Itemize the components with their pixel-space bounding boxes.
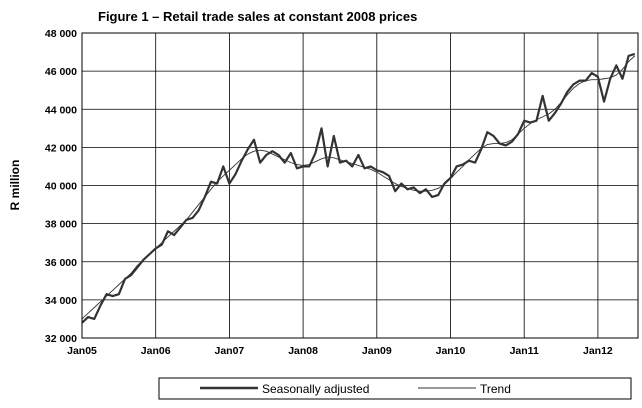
- y-tick-label: 38 000: [45, 219, 77, 231]
- legend-box: [158, 377, 632, 400]
- x-tick-label: Jan11: [510, 345, 539, 357]
- plot-frame: [81, 32, 639, 339]
- y-tick-label: 40 000: [45, 181, 77, 193]
- y-axis-label: R million: [8, 160, 22, 211]
- chart-title: Figure 1 – Retail trade sales at constan…: [98, 9, 417, 24]
- x-tick-label: Jan06: [141, 345, 171, 357]
- legend-label-trend: Trend: [480, 382, 511, 396]
- legend-label-seasonally-adjusted: Seasonally adjusted: [262, 382, 369, 396]
- y-tick-label: 48 000: [45, 28, 77, 40]
- series-line-seasonally-adjusted: [81, 52, 636, 324]
- x-tick-label: Jan12: [583, 345, 613, 357]
- y-tick-label: 44 000: [45, 104, 77, 116]
- y-tick-label: 32 000: [45, 333, 77, 345]
- series-line-trend: [81, 55, 636, 320]
- x-tick-labels: Jan05 Jan06 Jan07 Jan08 Jan09 Jan10 Jan11 Jan12: [67, 345, 613, 357]
- y-tick-labels: 32 000 34 000 36 000 38 000 40 000 42 000 44 0…: [45, 28, 77, 345]
- x-tick-label: Jan07: [215, 345, 245, 357]
- x-tick-label: Jan08: [288, 345, 318, 357]
- grid: [82, 32, 638, 339]
- y-tick-label: 42 000: [45, 142, 77, 154]
- x-tick-label: Jan10: [436, 345, 466, 357]
- x-tick-label: Jan09: [362, 345, 392, 357]
- y-tick-label: 46 000: [45, 66, 77, 78]
- legend: Seasonally adjusted Trend: [158, 377, 632, 400]
- y-tick-label: 36 000: [45, 257, 77, 269]
- x-tick-label: Jan05: [67, 345, 97, 357]
- series-lines: [81, 52, 636, 324]
- y-tick-label: 34 000: [45, 295, 77, 307]
